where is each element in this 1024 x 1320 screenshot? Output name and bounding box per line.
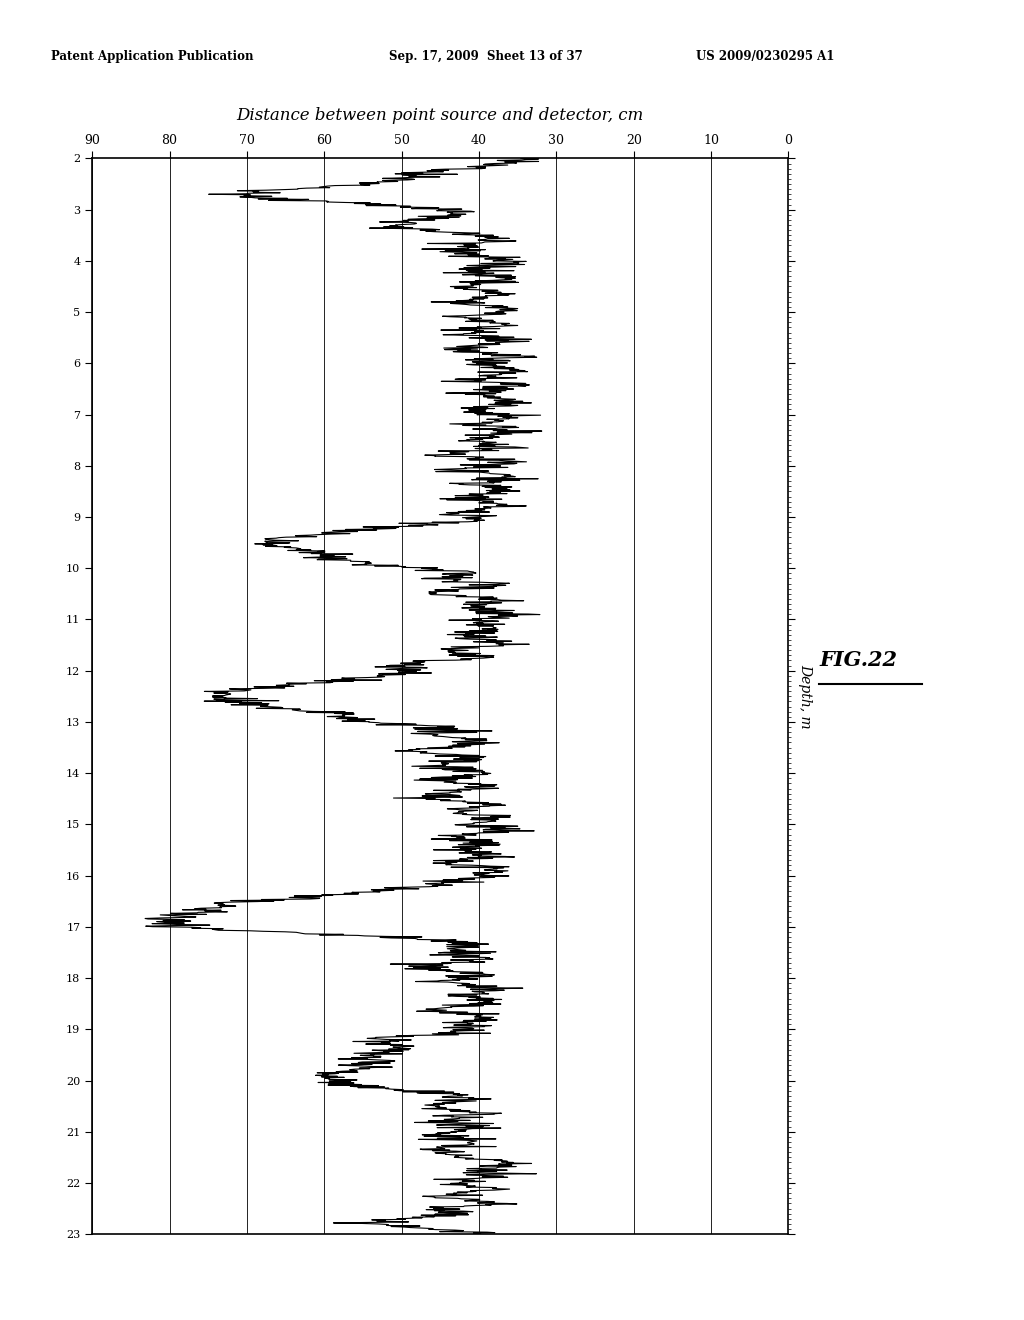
Text: US 2009/0230295 A1: US 2009/0230295 A1: [696, 50, 835, 63]
Text: Patent Application Publication: Patent Application Publication: [51, 50, 254, 63]
Text: FIG.22: FIG.22: [819, 649, 897, 671]
Y-axis label: Depth, m: Depth, m: [798, 664, 812, 729]
Text: Sep. 17, 2009  Sheet 13 of 37: Sep. 17, 2009 Sheet 13 of 37: [389, 50, 583, 63]
Title: Distance between point source and detector, cm: Distance between point source and detect…: [237, 107, 644, 124]
